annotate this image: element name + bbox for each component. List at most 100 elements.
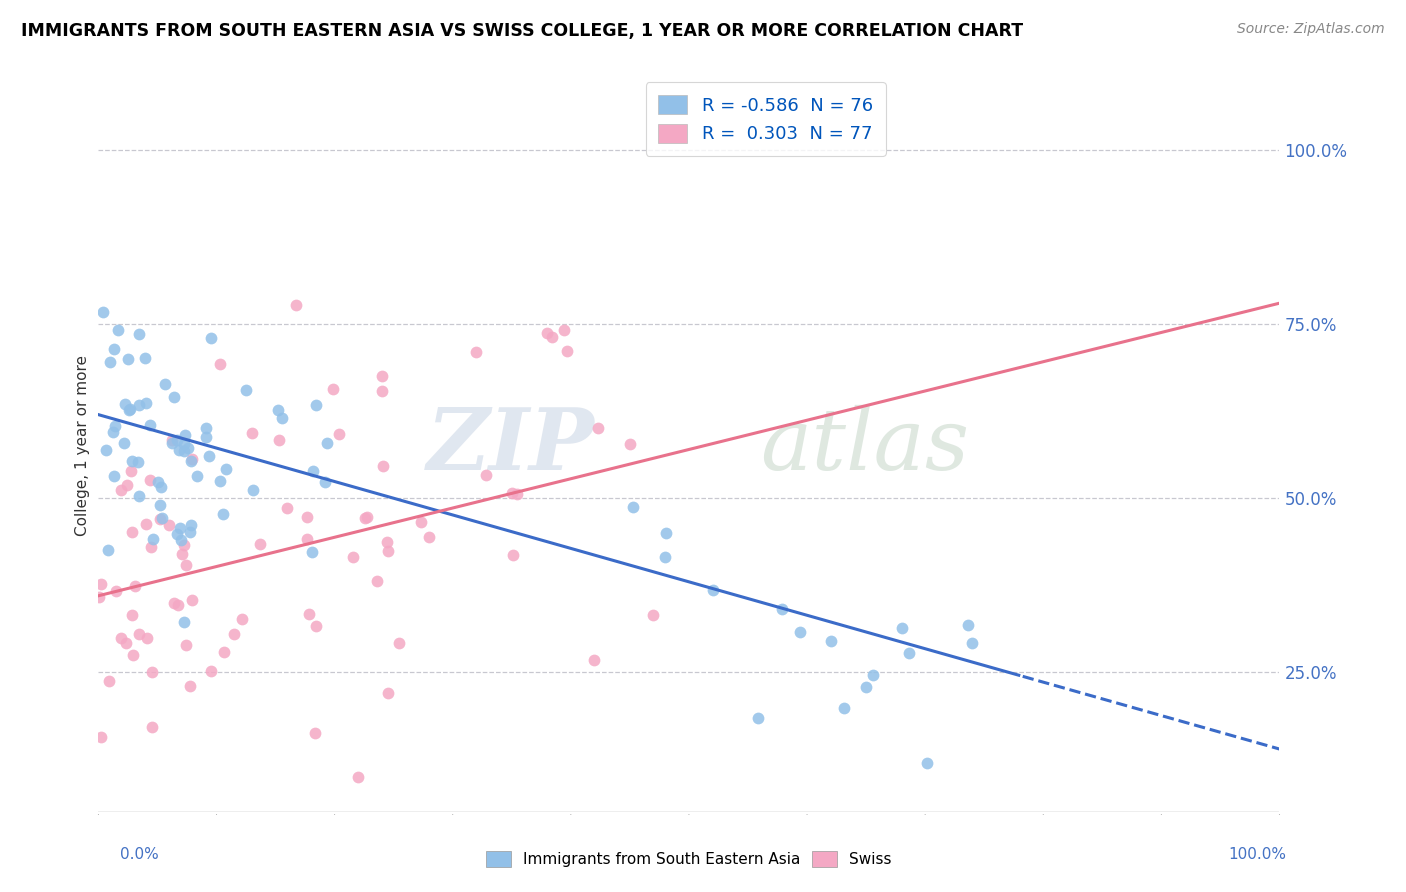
Text: 0.0%: 0.0% bbox=[120, 847, 159, 862]
Point bbox=[141, 720, 163, 734]
Point bbox=[128, 489, 150, 503]
Point bbox=[179, 524, 201, 539]
Point bbox=[418, 530, 440, 544]
Point bbox=[128, 327, 150, 342]
Point bbox=[180, 518, 202, 533]
Point bbox=[121, 608, 143, 623]
Point bbox=[371, 368, 394, 383]
Point bbox=[747, 711, 769, 725]
Point bbox=[242, 483, 264, 497]
Point bbox=[134, 351, 156, 365]
Point bbox=[224, 627, 246, 641]
Point bbox=[166, 433, 188, 447]
Point bbox=[209, 357, 232, 371]
Point bbox=[555, 344, 578, 359]
Point bbox=[619, 436, 641, 450]
Point bbox=[231, 612, 253, 626]
Point bbox=[107, 323, 129, 337]
Point bbox=[305, 398, 328, 412]
Point bbox=[411, 515, 433, 529]
Legend: R = -0.586  N = 76, R =  0.303  N = 77: R = -0.586 N = 76, R = 0.303 N = 77 bbox=[645, 82, 886, 156]
Point bbox=[366, 574, 388, 588]
Point bbox=[820, 633, 842, 648]
Point bbox=[110, 483, 132, 498]
Y-axis label: College, 1 year or more: College, 1 year or more bbox=[75, 356, 90, 536]
Point bbox=[121, 454, 143, 468]
Point bbox=[249, 537, 271, 551]
Point bbox=[170, 548, 193, 562]
Point bbox=[122, 648, 145, 662]
Point bbox=[181, 592, 204, 607]
Point bbox=[139, 474, 162, 488]
Point bbox=[465, 344, 488, 359]
Point bbox=[267, 433, 290, 447]
Point bbox=[138, 418, 160, 433]
Point bbox=[266, 403, 288, 417]
Text: atlas: atlas bbox=[759, 405, 969, 487]
Point bbox=[540, 329, 562, 343]
Point bbox=[304, 726, 326, 740]
Point bbox=[150, 511, 173, 525]
Point bbox=[215, 462, 238, 476]
Point bbox=[200, 664, 222, 678]
Point bbox=[194, 420, 217, 434]
Point bbox=[377, 686, 399, 700]
Point bbox=[891, 621, 914, 635]
Point bbox=[90, 577, 112, 591]
Point bbox=[157, 518, 180, 533]
Point bbox=[118, 403, 141, 417]
Point bbox=[322, 382, 344, 396]
Point bbox=[149, 512, 172, 526]
Point bbox=[301, 544, 323, 558]
Point bbox=[112, 435, 135, 450]
Point bbox=[297, 510, 319, 524]
Point bbox=[209, 474, 232, 488]
Point bbox=[105, 584, 128, 599]
Point bbox=[163, 391, 186, 405]
Point bbox=[186, 469, 208, 483]
Point bbox=[211, 508, 233, 522]
Point bbox=[214, 644, 236, 658]
Point bbox=[328, 426, 350, 441]
Point bbox=[789, 624, 811, 639]
Text: Source: ZipAtlas.com: Source: ZipAtlas.com bbox=[1237, 22, 1385, 37]
Point bbox=[315, 436, 337, 450]
Point bbox=[960, 636, 983, 650]
Point bbox=[314, 475, 336, 489]
Point bbox=[898, 646, 921, 660]
Point bbox=[89, 590, 111, 604]
Point bbox=[124, 579, 146, 593]
Point bbox=[501, 486, 523, 500]
Point bbox=[115, 636, 138, 650]
Point bbox=[120, 464, 142, 478]
Point bbox=[173, 436, 195, 450]
Point bbox=[174, 558, 197, 572]
Point bbox=[654, 549, 676, 564]
Point bbox=[118, 401, 141, 416]
Point bbox=[342, 550, 364, 565]
Point bbox=[285, 298, 308, 312]
Point bbox=[128, 626, 150, 640]
Point bbox=[198, 450, 221, 464]
Point bbox=[772, 602, 794, 616]
Point bbox=[356, 510, 378, 524]
Point bbox=[91, 305, 114, 319]
Point bbox=[149, 480, 172, 494]
Point bbox=[97, 674, 120, 689]
Point bbox=[142, 532, 165, 546]
Point bbox=[174, 428, 197, 442]
Point bbox=[149, 498, 172, 512]
Point bbox=[553, 323, 575, 337]
Point bbox=[155, 377, 177, 392]
Point bbox=[862, 667, 884, 681]
Point bbox=[271, 410, 294, 425]
Point bbox=[174, 638, 197, 652]
Point bbox=[377, 544, 399, 558]
Point bbox=[702, 582, 724, 597]
Point bbox=[506, 487, 529, 501]
Point bbox=[583, 653, 606, 667]
Point bbox=[235, 383, 257, 397]
Point bbox=[586, 421, 609, 435]
Point bbox=[305, 619, 328, 633]
Point bbox=[141, 665, 163, 679]
